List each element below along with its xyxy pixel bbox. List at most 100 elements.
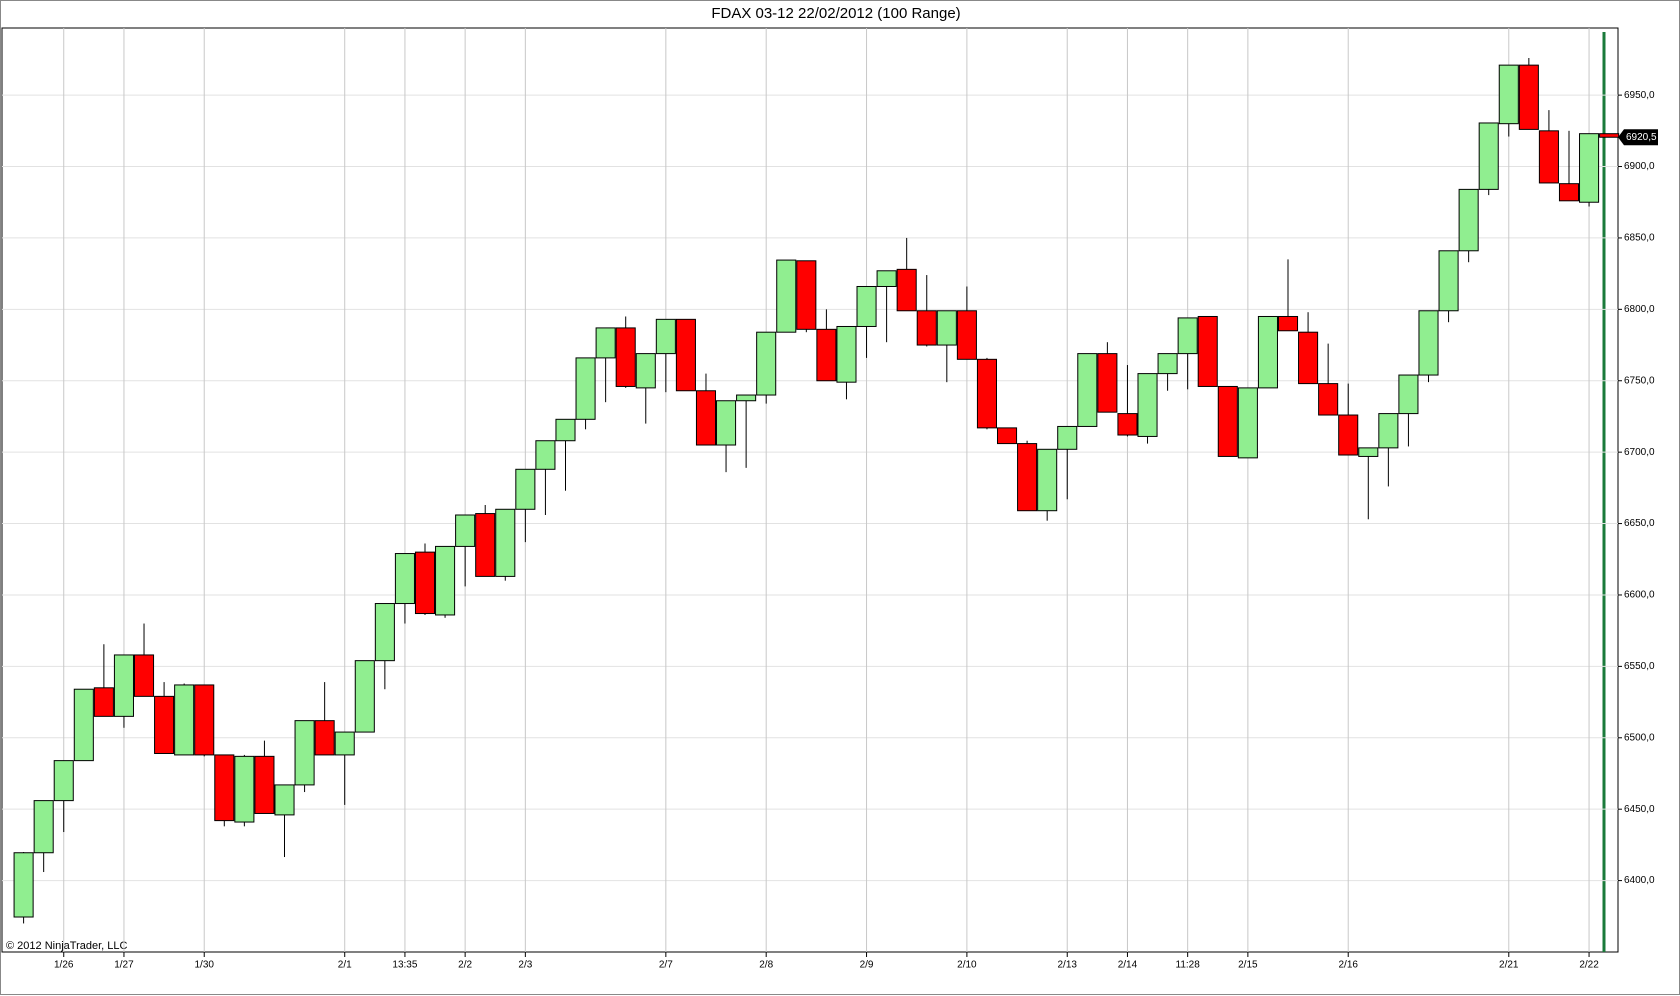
y-tick-label: 6750,0: [1624, 375, 1655, 386]
x-tick-label: 2/9: [860, 960, 874, 971]
y-tick-label: 6950,0: [1624, 90, 1655, 101]
candle-body: [374, 603, 395, 662]
candle-body: [1217, 385, 1238, 457]
candle-body: [1398, 374, 1419, 415]
x-tick-label: 2/15: [1238, 960, 1258, 971]
chart-title: FDAX 03-12 22/02/2012 (100 Range): [711, 5, 960, 22]
candle-body: [1097, 353, 1118, 413]
candle-body: [1137, 373, 1158, 437]
x-tick-label: 1/27: [114, 960, 134, 971]
y-tick-label: 6900,0: [1624, 161, 1655, 172]
candle-body: [1478, 122, 1499, 190]
y-tick-label: 6650,0: [1624, 518, 1655, 529]
candle-body: [776, 259, 797, 333]
candle-body: [113, 654, 134, 717]
candle-body: [756, 331, 777, 396]
x-tick-label: 2/2: [458, 960, 472, 971]
candle-body: [435, 545, 456, 616]
candle-body: [1358, 447, 1379, 457]
candle-body: [936, 310, 957, 346]
y-tick-label: 6550,0: [1624, 661, 1655, 672]
candle-body: [996, 427, 1018, 445]
candle-body: [294, 720, 315, 786]
candle-body: [1037, 448, 1058, 512]
copyright: © 2012 NinjaTrader, LLC: [6, 940, 127, 952]
candle-body: [1197, 315, 1218, 387]
x-tick-label: 2/14: [1118, 960, 1138, 971]
candle-body: [716, 400, 737, 446]
x-tick-label: 2/10: [957, 960, 977, 971]
candle-body: [575, 357, 596, 420]
x-tick-label: 2/13: [1058, 960, 1078, 971]
candle-body: [1277, 315, 1299, 332]
grid-layer: [2, 28, 1618, 952]
candle-body: [33, 800, 54, 854]
candle-body: [655, 318, 676, 355]
candle-body: [1057, 425, 1078, 450]
candle-body: [274, 784, 295, 816]
candle-body: [816, 328, 837, 382]
candle-body: [675, 318, 696, 392]
x-tick-label: 2/7: [659, 960, 673, 971]
candle-body: [133, 654, 155, 697]
candle-body: [1599, 133, 1620, 138]
candle-body: [635, 353, 656, 389]
candle-body: [976, 358, 997, 429]
x-tick-label: 2/3: [518, 960, 532, 971]
candle-body: [495, 508, 516, 577]
candle-body: [1177, 317, 1198, 355]
x-tick-label: 11:28: [1176, 960, 1201, 971]
candle-body: [1338, 414, 1359, 456]
y-tick-label: 6400,0: [1624, 875, 1655, 886]
candle-body: [234, 755, 255, 823]
candle-body: [1017, 443, 1038, 512]
candle-body: [93, 687, 114, 717]
x-tick-label: 2/16: [1338, 960, 1358, 971]
candle-body: [695, 390, 717, 446]
candle-body: [1418, 310, 1439, 376]
x-tick-label: 1/26: [54, 960, 74, 971]
candle-body: [194, 684, 215, 756]
candle-body: [595, 327, 616, 359]
candle-body: [956, 310, 977, 360]
candle-body: [896, 268, 917, 312]
candle-body: [916, 310, 937, 346]
candle-body: [796, 260, 817, 330]
x-tick-label: 2/8: [759, 960, 773, 971]
candle-body: [1538, 130, 1559, 184]
candle-body: [475, 513, 496, 577]
candle-body: [394, 553, 415, 605]
x-tick-label: 1/30: [194, 960, 214, 971]
candle-body: [1579, 133, 1600, 203]
candle-body: [13, 852, 34, 918]
y-tick-label: 6700,0: [1624, 447, 1655, 458]
candle-body: [334, 731, 355, 756]
candle-body: [314, 720, 335, 756]
candle-body: [555, 418, 576, 442]
candle-body: [876, 270, 897, 287]
candle-body: [615, 327, 636, 387]
candle-body: [154, 695, 175, 754]
y-tick-label: 6850,0: [1624, 233, 1655, 244]
x-tick-label: 13:35: [392, 960, 417, 971]
candle-body: [455, 514, 476, 547]
candle-body: [354, 660, 375, 733]
candle-body: [1117, 413, 1138, 436]
candle-body: [414, 551, 436, 615]
last-price-label: 6920,5: [1626, 132, 1657, 143]
candle-body: [1458, 188, 1479, 252]
candle-body: [1378, 413, 1399, 449]
candle-body: [1157, 353, 1178, 375]
candle-body: [1498, 64, 1519, 125]
candle-body: [1558, 183, 1580, 202]
x-tick-label: 2/22: [1579, 960, 1599, 971]
y-tick-label: 6800,0: [1624, 304, 1655, 315]
candle-body: [515, 468, 536, 510]
plot-area: [1, 27, 1619, 953]
candle-body: [836, 325, 857, 383]
candle-body: [856, 285, 877, 327]
candle-body: [535, 440, 556, 470]
y-tick-label: 6600,0: [1624, 590, 1655, 601]
